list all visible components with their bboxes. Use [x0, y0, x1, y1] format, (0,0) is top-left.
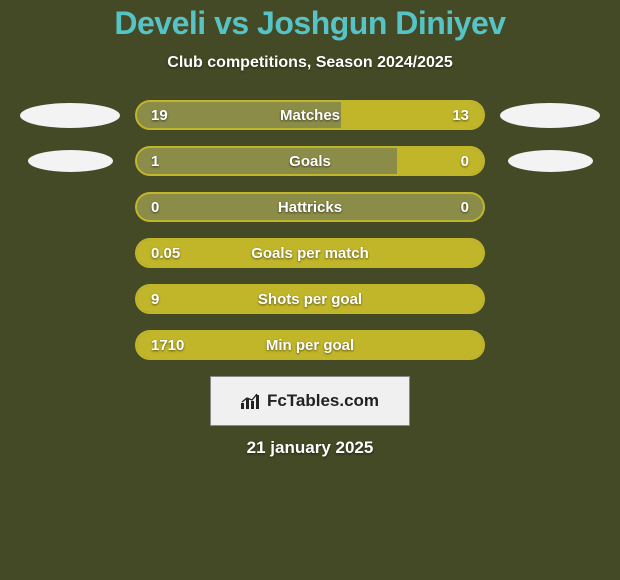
- right-badge-slot: [485, 103, 615, 128]
- metric-label: Shots per goal: [187, 291, 433, 308]
- metric-value-right: 0: [433, 153, 483, 170]
- player-badge-right: [500, 103, 600, 128]
- page-title: Develi vs Joshgun Diniyev: [0, 5, 620, 42]
- metric-label: Goals: [187, 153, 433, 170]
- metric-bar: 1710Min per goal: [135, 330, 485, 360]
- stats-card: Develi vs Joshgun Diniyev Club competiti…: [0, 0, 620, 580]
- logo-chart-icon: [241, 393, 261, 409]
- player-badge-right: [508, 150, 593, 172]
- metric-value-left: 9: [137, 291, 187, 308]
- subtitle: Club competitions, Season 2024/2025: [0, 54, 620, 72]
- fctables-logo[interactable]: FcTables.com: [210, 376, 410, 426]
- metric-bar: 0.05Goals per match: [135, 238, 485, 268]
- metric-bar: 0Hattricks0: [135, 192, 485, 222]
- logo-text: FcTables.com: [267, 391, 379, 411]
- right-badge-slot: [485, 150, 615, 172]
- metric-value-left: 0: [137, 199, 187, 216]
- player-badge-left: [20, 103, 120, 128]
- metric-value-left: 19: [137, 107, 187, 124]
- metric-value-right: 0: [433, 199, 483, 216]
- metric-label: Matches: [187, 107, 433, 124]
- left-badge-slot: [5, 103, 135, 128]
- metric-label: Goals per match: [187, 245, 433, 262]
- metric-bar: 19Matches13: [135, 100, 485, 130]
- metric-bar: 1Goals0: [135, 146, 485, 176]
- metric-row: 0.05Goals per match: [0, 238, 620, 268]
- metric-row: 19Matches13: [0, 100, 620, 130]
- metric-label: Hattricks: [187, 199, 433, 216]
- metric-row: 1Goals0: [0, 146, 620, 176]
- metric-value-right: 13: [433, 107, 483, 124]
- metric-row: 9Shots per goal: [0, 284, 620, 314]
- metric-value-left: 1: [137, 153, 187, 170]
- metric-row: 0Hattricks0: [0, 192, 620, 222]
- metric-bar: 9Shots per goal: [135, 284, 485, 314]
- metric-label: Min per goal: [187, 337, 433, 354]
- player-badge-left: [28, 150, 113, 172]
- left-badge-slot: [5, 150, 135, 172]
- metric-value-left: 0.05: [137, 245, 187, 262]
- date-label: 21 january 2025: [0, 438, 620, 458]
- metric-value-left: 1710: [137, 337, 187, 354]
- metrics-list: 19Matches131Goals00Hattricks00.05Goals p…: [0, 100, 620, 360]
- metric-row: 1710Min per goal: [0, 330, 620, 360]
